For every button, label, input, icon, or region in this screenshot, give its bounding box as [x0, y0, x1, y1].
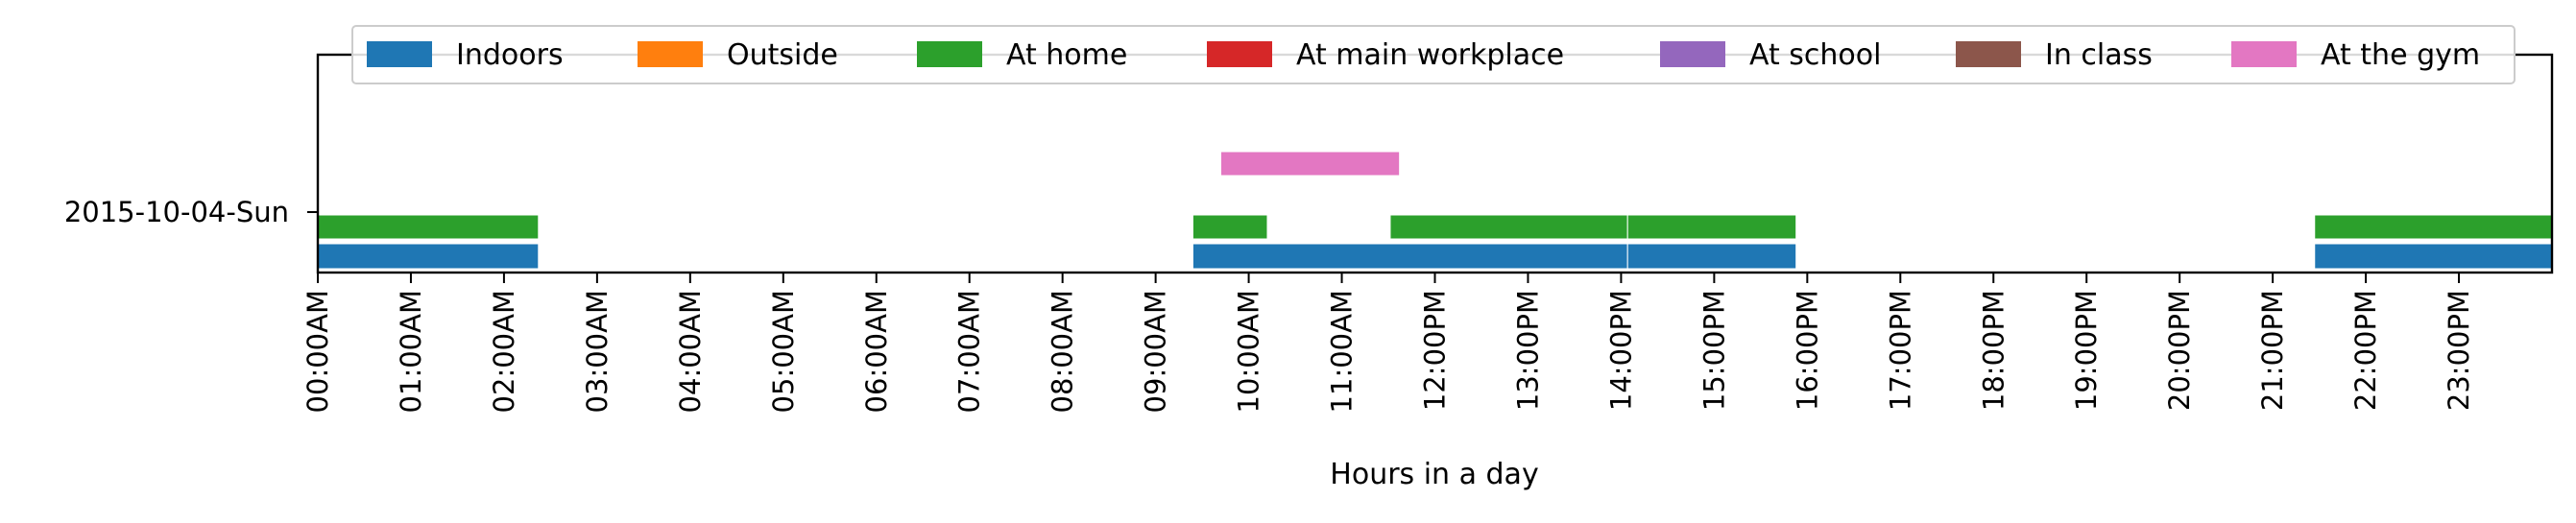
bar-at-home — [1389, 214, 1628, 240]
legend-label: Outside — [727, 38, 838, 72]
legend-label: At school — [1749, 38, 1881, 72]
y-tick-label: 2015-10-04-Sun — [64, 196, 289, 228]
bar-indoors — [317, 243, 540, 270]
x-tick-label: 06:00AM — [860, 290, 893, 413]
x-tick-label: 08:00AM — [1047, 290, 1079, 413]
legend-label: Indoors — [456, 38, 564, 72]
legend-item-outside: Outside — [638, 38, 838, 72]
x-tick-label: 14:00PM — [1604, 290, 1637, 411]
x-tick-label: 13:00PM — [1511, 290, 1544, 411]
x-tick-label: 03:00AM — [581, 290, 614, 413]
x-tick-label: 05:00AM — [767, 290, 800, 413]
legend-swatch — [1207, 41, 1272, 67]
x-tick-label: 02:00AM — [488, 290, 520, 413]
x-tick-label: 16:00PM — [1791, 290, 1823, 411]
bar-indoors — [1192, 243, 1628, 270]
bar-at-home — [1626, 214, 1797, 240]
bar-at-home — [1192, 214, 1268, 240]
legend-swatch — [917, 41, 982, 67]
legend-item-at-main-workplace: At main workplace — [1207, 38, 1564, 72]
legend-label: At main workplace — [1296, 38, 1564, 72]
x-tick-label: 00:00AM — [301, 290, 334, 413]
x-tick-label: 01:00AM — [395, 290, 427, 413]
x-tick-label: 17:00PM — [1884, 290, 1916, 411]
x-tick-label: 12:00PM — [1419, 290, 1452, 411]
legend-swatch — [1956, 41, 2021, 67]
legend-item-indoors: Indoors — [367, 38, 564, 72]
x-tick-label: 04:00AM — [674, 290, 707, 413]
plot-frame — [316, 53, 2554, 274]
x-axis-label: Hours in a day — [1330, 458, 1538, 491]
legend-swatch — [1660, 41, 1725, 67]
legend-label: In class — [2045, 38, 2153, 72]
bar-at-the-gym — [1219, 151, 1401, 177]
x-tick-label: 19:00PM — [2070, 290, 2103, 411]
legend-item-at-the-gym: At the gym — [2231, 38, 2480, 72]
legend-swatch — [367, 41, 432, 67]
legend-label: At home — [1006, 38, 1127, 72]
bar-at-home — [2314, 214, 2553, 240]
legend-swatch — [638, 41, 703, 67]
x-tick-label: 18:00PM — [1977, 290, 2010, 411]
x-axis: 00:00AM 01:00AM 02:00AM 03:00AM 04:00AM 05:00… — [301, 273, 2475, 413]
legend-box — [351, 25, 2516, 84]
legend-label: At the gym — [2321, 38, 2480, 72]
legend: Indoors Outside At home At main workplace At… — [351, 25, 2516, 84]
x-tick-label: 11:00AM — [1326, 290, 1359, 413]
legend-swatch — [2231, 41, 2297, 67]
x-tick-label: 20:00PM — [2163, 290, 2196, 411]
bar-at-home — [317, 214, 540, 240]
x-tick-label: 07:00AM — [953, 290, 986, 413]
legend-item-in-class: In class — [1956, 38, 2153, 72]
x-tick-label: 23:00PM — [2443, 290, 2475, 411]
x-tick-label: 15:00PM — [1697, 290, 1730, 411]
x-tick-label: 09:00AM — [1140, 290, 1172, 413]
bars-layer — [317, 151, 2553, 270]
x-tick-label: 22:00PM — [2349, 290, 2382, 411]
x-tick-label: 10:00AM — [1233, 290, 1265, 413]
legend-item-at-school: At school — [1660, 38, 1881, 72]
bar-indoors — [2314, 243, 2553, 270]
y-axis: 2015-10-04-Sun — [64, 196, 318, 228]
legend-item-at-home: At home — [917, 38, 1127, 72]
bar-indoors — [1626, 243, 1797, 270]
x-tick-label: 21:00PM — [2256, 290, 2289, 411]
